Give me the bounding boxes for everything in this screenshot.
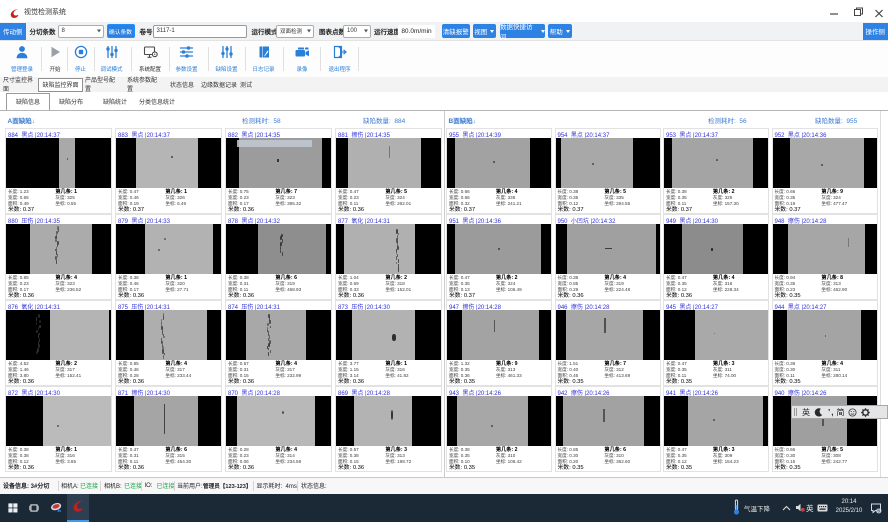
- svg-text:6: 6: [877, 509, 880, 514]
